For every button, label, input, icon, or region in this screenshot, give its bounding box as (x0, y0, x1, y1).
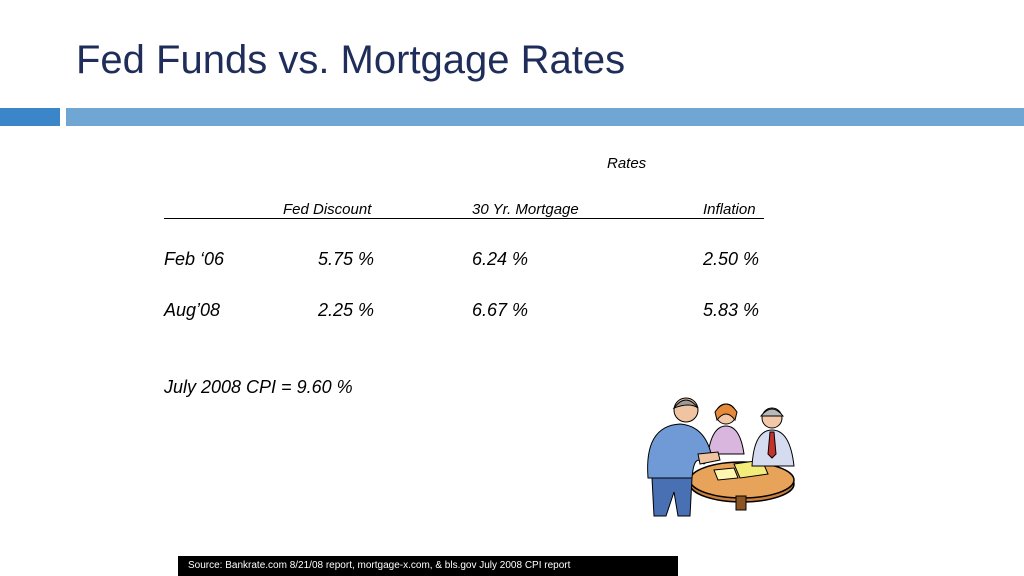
cpi-note: July 2008 CPI = 9.60 % (164, 377, 353, 397)
cell-feb06-fed-discount: 5.75 % (318, 249, 375, 269)
cell-aug08-mortgage: 6.67 % (472, 300, 529, 320)
header-underline (164, 218, 764, 219)
rates-group-header: Rates (607, 155, 647, 172)
cell-aug08-fed-discount: 2.25 % (318, 300, 375, 320)
cell-aug08-inflation: 5.83 % (703, 300, 760, 320)
cell-feb06-inflation: 2.50 % (703, 249, 760, 269)
accent-bar-right (66, 108, 1024, 126)
cell-feb06-mortgage: 6.24 % (472, 249, 529, 269)
row-label-aug08: Aug’08 (164, 300, 221, 320)
column-header-inflation: Inflation (703, 201, 756, 218)
slide-title: Fed Funds vs. Mortgage Rates (76, 38, 626, 82)
column-header-30yr-mortgage: 30 Yr. Mortgage (472, 201, 579, 218)
accent-bar-left (0, 108, 60, 126)
column-header-fed-discount: Fed Discount (283, 201, 372, 218)
source-citation: Source: Bankrate.com 8/21/08 report, mor… (178, 556, 678, 576)
row-label-feb06: Feb ‘06 (164, 249, 225, 269)
business-meeting-icon (647, 397, 795, 517)
